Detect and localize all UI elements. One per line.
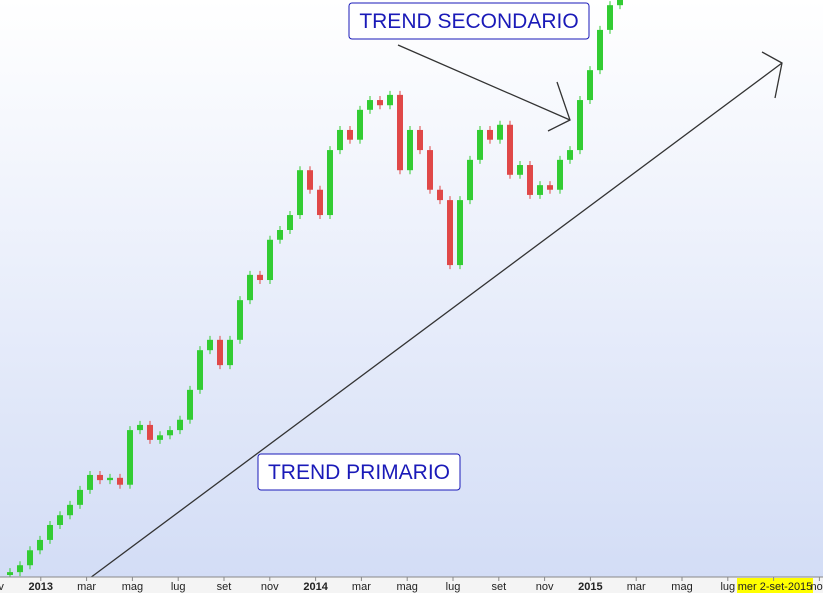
candle (207, 339, 213, 351)
primary-trend-line (89, 62, 783, 579)
candle (227, 339, 233, 366)
x-tick-label: nov (536, 581, 554, 593)
x-tick-label: mag (122, 581, 143, 593)
candle (457, 200, 463, 266)
candle (337, 129, 343, 151)
cursor-label-box (737, 578, 813, 593)
candle (297, 170, 303, 216)
x-tick-label: nov (811, 581, 823, 593)
candle (387, 94, 393, 106)
candles (7, 0, 623, 579)
candle (517, 165, 523, 175)
candle (287, 215, 293, 230)
candle (377, 100, 383, 106)
candle (487, 129, 493, 140)
candle (407, 129, 413, 171)
candle (187, 389, 193, 420)
candle (257, 274, 263, 281)
candle (117, 477, 123, 485)
candle (137, 424, 143, 431)
x-tick-label: set (491, 581, 506, 593)
x-tick-label: 2015 (578, 581, 602, 593)
annotation: TREND PRIMARIO (268, 461, 450, 484)
candle (327, 150, 333, 216)
candle (537, 185, 543, 195)
candle (217, 339, 223, 366)
annotation: TREND SECONDARIO (359, 10, 578, 33)
candle (597, 29, 603, 71)
arrow-head (761, 51, 783, 99)
candle (77, 489, 83, 505)
x-tick-label: mar (627, 581, 646, 593)
x-tick-label: nov (0, 581, 4, 593)
candle (177, 419, 183, 431)
candle (237, 300, 243, 340)
candle (557, 159, 563, 190)
candle (607, 5, 613, 30)
candle (127, 430, 133, 485)
x-tick-label: lug (720, 581, 735, 593)
x-tick-label: lug (446, 581, 461, 593)
candle (567, 150, 573, 160)
candle (247, 274, 253, 301)
candle (67, 504, 73, 516)
candle (617, 0, 623, 6)
candle (167, 430, 173, 436)
cursor-label: mer 2-set-2015 (738, 581, 813, 593)
candle (107, 477, 113, 481)
candle (157, 435, 163, 440)
candle (367, 100, 373, 110)
candle (507, 124, 513, 175)
annotation-box (257, 453, 461, 491)
candle (37, 539, 43, 551)
candle (87, 474, 93, 490)
x-tick-label: mar (352, 581, 371, 593)
arrow-head (547, 81, 571, 132)
candle (437, 189, 443, 201)
candle (307, 170, 313, 190)
candle (577, 100, 583, 151)
x-tick-label: 2013 (29, 581, 53, 593)
candle (57, 515, 63, 525)
candle (497, 124, 503, 140)
candle (547, 185, 553, 190)
candle (147, 424, 153, 440)
candle (417, 129, 423, 151)
x-tick-label: lug (171, 581, 186, 593)
secondary-trend-line (397, 44, 571, 121)
x-tick-label: mag (396, 581, 417, 593)
candle (527, 165, 533, 195)
candle (97, 474, 103, 481)
candle (47, 524, 53, 540)
candle (587, 70, 593, 101)
candle (477, 129, 483, 160)
x-tick-label: set (217, 581, 232, 593)
candle (277, 230, 283, 240)
candle (17, 565, 23, 573)
candle (317, 189, 323, 216)
candle (467, 159, 473, 201)
annotation-box (348, 2, 590, 40)
candle (267, 239, 273, 281)
candle (27, 550, 33, 566)
candle (7, 572, 13, 575)
x-axis-band (0, 577, 823, 593)
candle (357, 109, 363, 140)
candle (427, 150, 433, 190)
candle (347, 129, 353, 140)
candle (197, 350, 203, 390)
x-tick-label: mag (671, 581, 692, 593)
x-tick-label: 2014 (303, 581, 328, 593)
x-tick-label: mar (77, 581, 96, 593)
candle (397, 94, 403, 171)
candle (447, 200, 453, 266)
x-tick-label: nov (261, 581, 279, 593)
